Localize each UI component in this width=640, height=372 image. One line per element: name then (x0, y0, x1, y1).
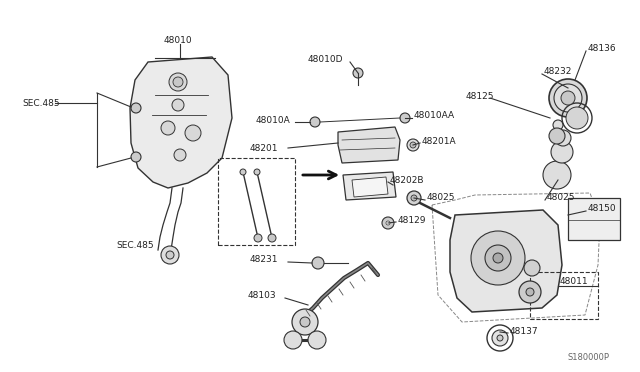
Circle shape (551, 141, 573, 163)
Text: 48150: 48150 (588, 203, 616, 212)
Bar (568, 198, 620, 240)
Circle shape (492, 330, 508, 346)
Text: 48201: 48201 (250, 144, 278, 153)
Circle shape (131, 103, 141, 113)
Text: SEC.485: SEC.485 (116, 241, 154, 250)
Circle shape (555, 130, 571, 146)
Circle shape (300, 317, 310, 327)
Circle shape (166, 251, 174, 259)
Text: 48103: 48103 (248, 292, 276, 301)
Text: S180000P: S180000P (568, 353, 610, 362)
Circle shape (524, 260, 540, 276)
Circle shape (161, 121, 175, 135)
Circle shape (172, 99, 184, 111)
Text: 48231: 48231 (250, 256, 278, 264)
Bar (218, 158, 295, 245)
Circle shape (566, 107, 588, 129)
Text: 48025: 48025 (427, 192, 456, 202)
Circle shape (308, 331, 326, 349)
Circle shape (174, 149, 186, 161)
Circle shape (310, 117, 320, 127)
Polygon shape (338, 127, 400, 163)
Circle shape (386, 221, 390, 225)
Circle shape (526, 288, 534, 296)
Circle shape (185, 125, 201, 141)
Circle shape (169, 73, 187, 91)
Polygon shape (130, 57, 232, 188)
Circle shape (543, 161, 571, 189)
Circle shape (161, 246, 179, 264)
Circle shape (254, 234, 262, 242)
Circle shape (485, 245, 511, 271)
Circle shape (240, 169, 246, 175)
Circle shape (411, 195, 417, 201)
Circle shape (554, 84, 582, 112)
Circle shape (471, 231, 525, 285)
Text: 48125: 48125 (466, 92, 495, 100)
Text: 48010AA: 48010AA (414, 110, 455, 119)
Text: 48025: 48025 (547, 192, 575, 202)
Text: 48232: 48232 (544, 67, 572, 76)
Circle shape (519, 281, 541, 303)
Circle shape (553, 120, 563, 130)
Circle shape (131, 152, 141, 162)
Circle shape (284, 331, 302, 349)
Text: 48136: 48136 (588, 44, 616, 52)
Circle shape (292, 309, 318, 335)
Circle shape (410, 142, 416, 148)
Text: 48129: 48129 (398, 215, 426, 224)
Text: 48010A: 48010A (256, 115, 291, 125)
Circle shape (268, 234, 276, 242)
Text: SEC.485: SEC.485 (22, 99, 60, 108)
Circle shape (353, 68, 363, 78)
Polygon shape (352, 177, 388, 197)
Circle shape (407, 139, 419, 151)
Circle shape (497, 335, 503, 341)
Circle shape (400, 113, 410, 123)
Circle shape (382, 217, 394, 229)
Text: 48202B: 48202B (390, 176, 424, 185)
Text: 48137: 48137 (510, 327, 539, 336)
Polygon shape (343, 172, 396, 200)
Circle shape (549, 79, 587, 117)
Text: 48010: 48010 (164, 35, 192, 45)
Bar (530, 272, 598, 319)
Polygon shape (450, 210, 562, 312)
Circle shape (173, 77, 183, 87)
Circle shape (407, 191, 421, 205)
Circle shape (549, 128, 565, 144)
Circle shape (312, 257, 324, 269)
Circle shape (561, 91, 575, 105)
Text: 48011: 48011 (560, 278, 589, 286)
Text: 48201A: 48201A (422, 137, 456, 145)
Circle shape (254, 169, 260, 175)
Circle shape (493, 253, 503, 263)
Text: 48010D: 48010D (308, 55, 344, 64)
